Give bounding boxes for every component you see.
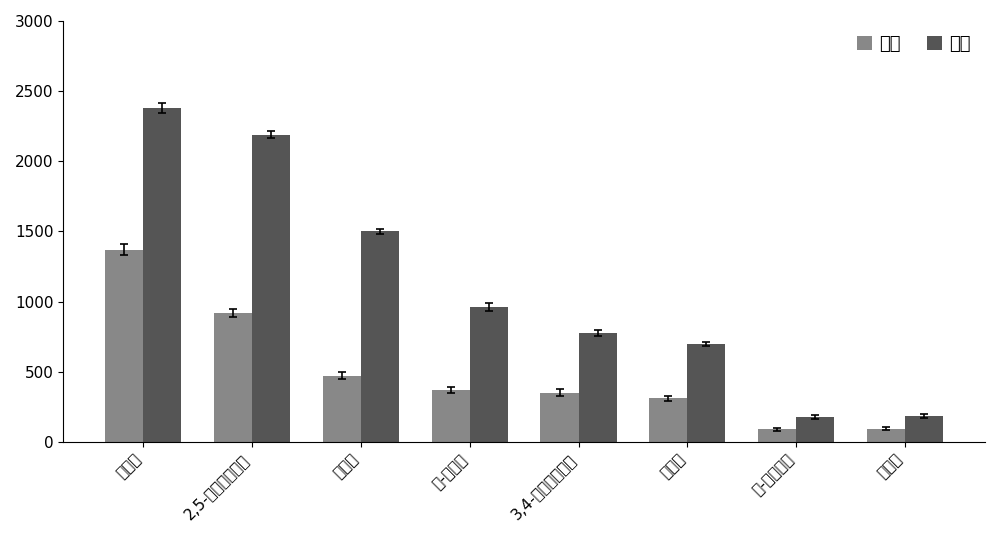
Bar [758, 429, 796, 442]
Bar [323, 376, 361, 442]
Bar [867, 429, 905, 442]
Bar [687, 344, 725, 442]
Bar [540, 393, 579, 442]
Legend: 乙腼, 甲醇: 乙腼, 甲醇 [852, 30, 976, 59]
Bar [105, 250, 143, 442]
Bar [470, 307, 508, 442]
Bar [214, 313, 252, 442]
Bar [905, 416, 943, 442]
Bar [361, 231, 399, 442]
Bar [432, 390, 470, 442]
Bar [796, 417, 834, 442]
Bar [579, 333, 617, 442]
Bar [649, 398, 687, 442]
Bar [252, 135, 290, 442]
Bar [143, 108, 181, 442]
